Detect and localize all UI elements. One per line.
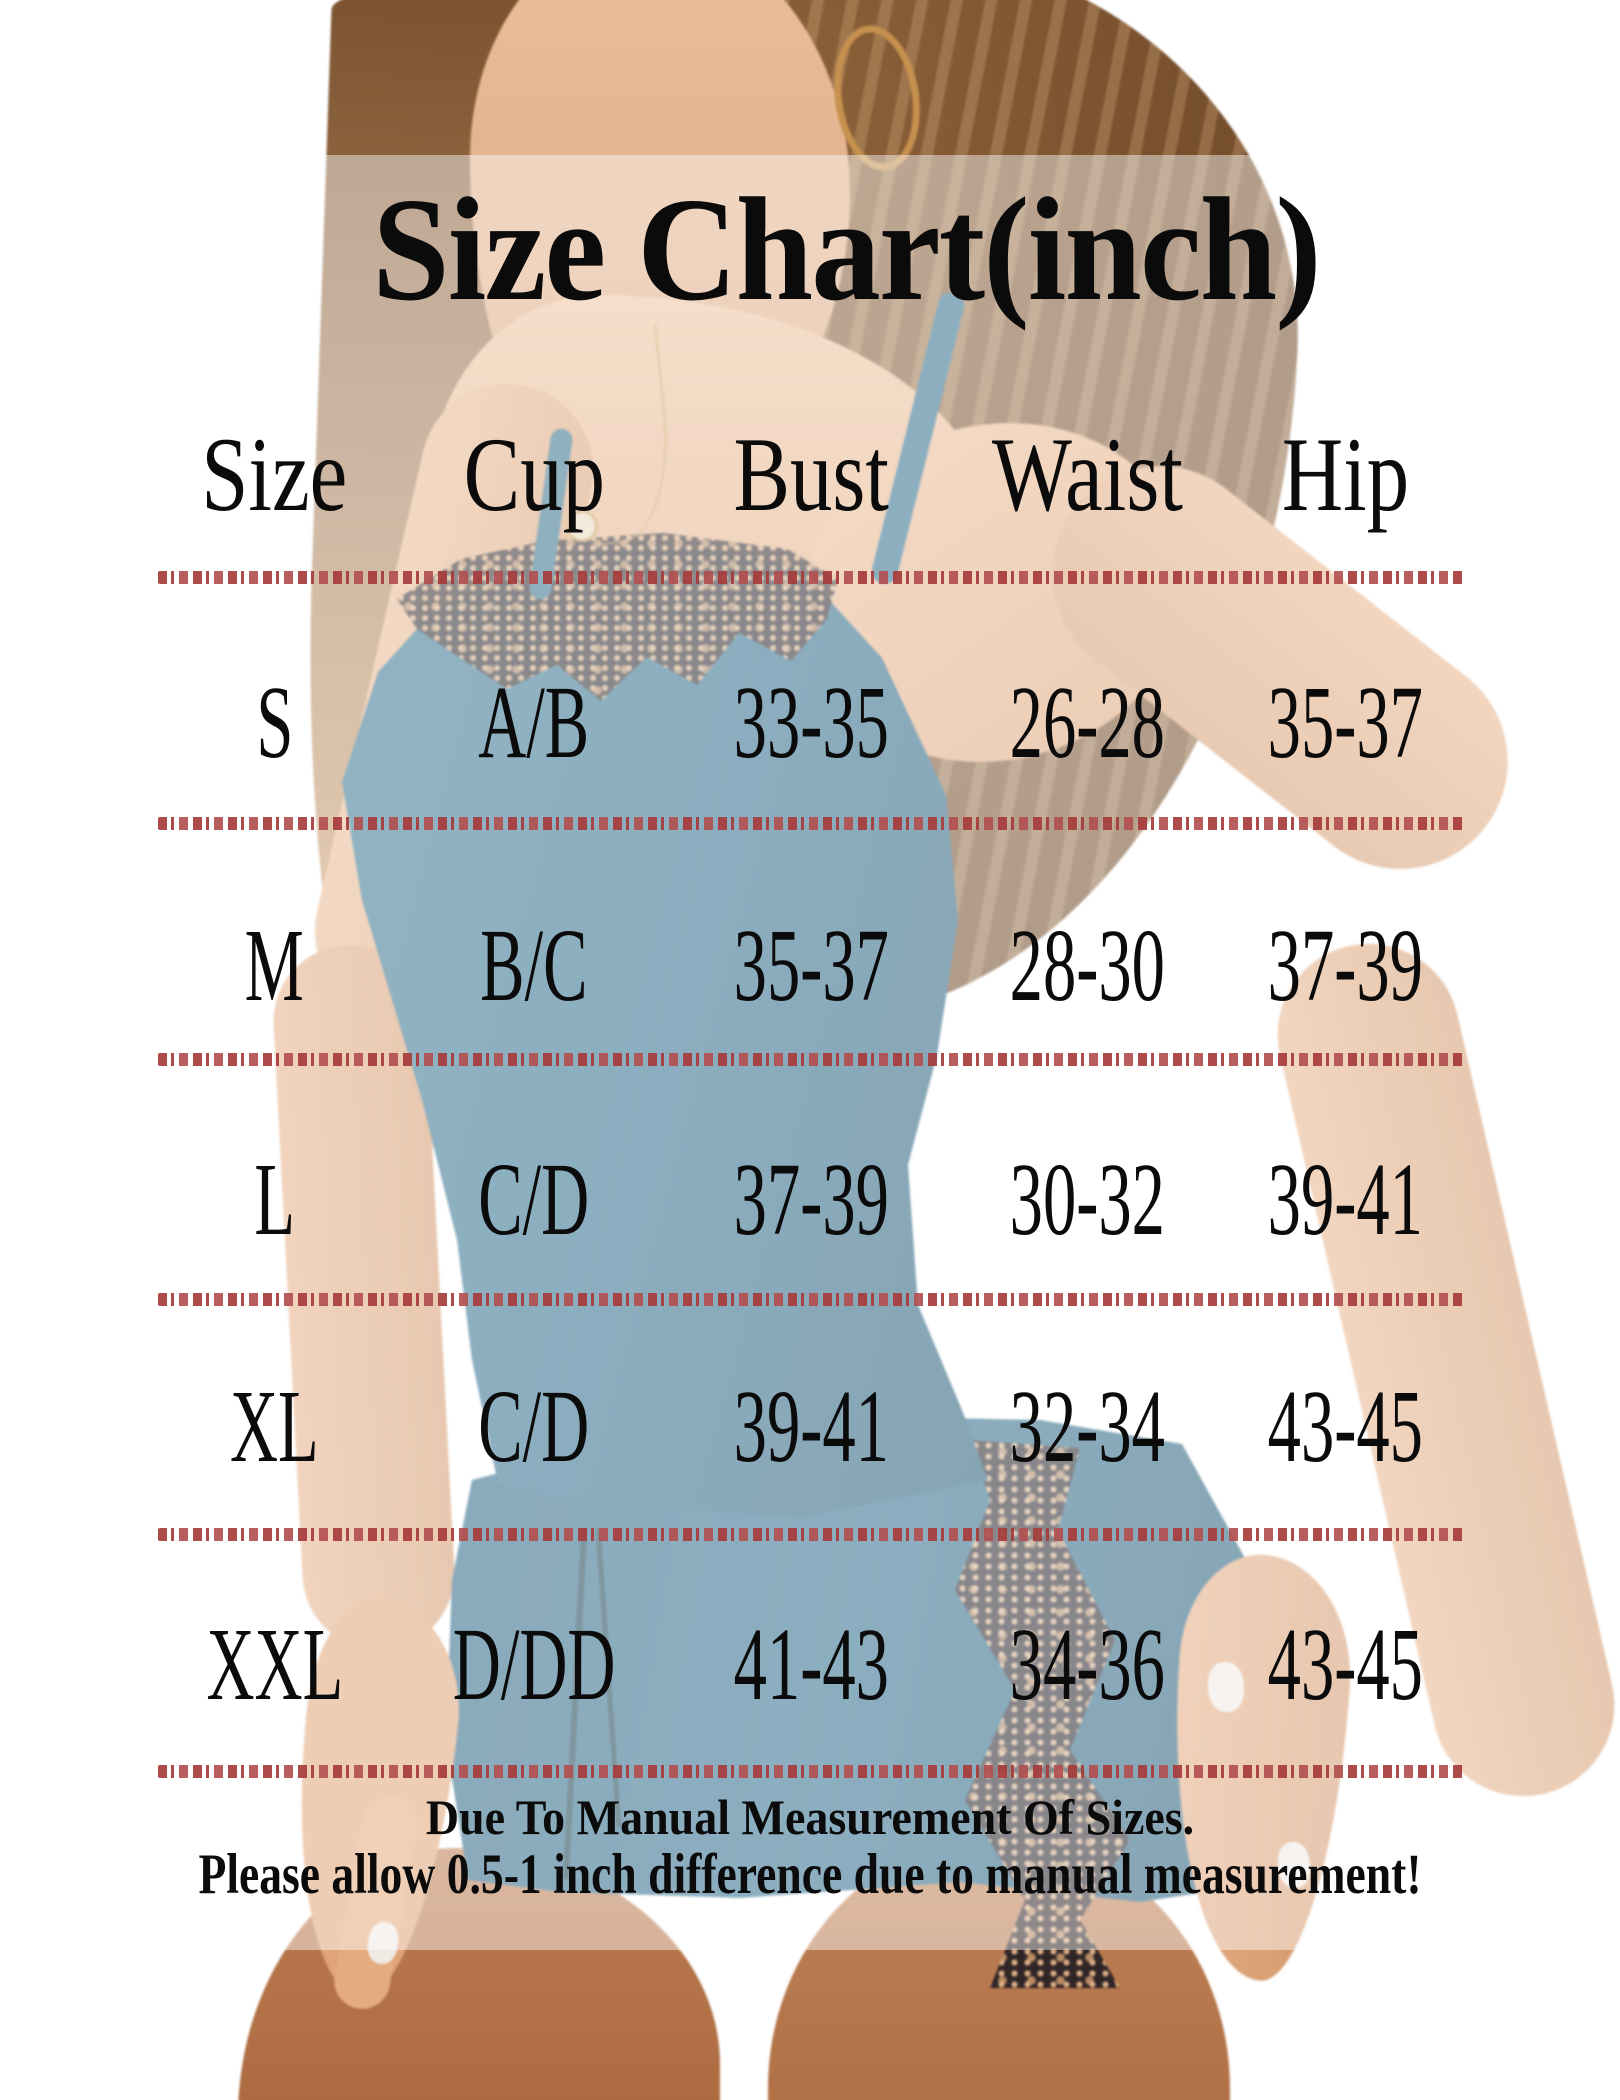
cell-xl-waist: 32-34 bbox=[1009, 1369, 1166, 1484]
column-header-bust: Bust bbox=[733, 416, 890, 533]
cell-s-bust: 33-35 bbox=[733, 665, 890, 780]
cell-l-size: L bbox=[254, 1142, 295, 1257]
size-row-xl: XL C/D 39-41 32-34 43-45 bbox=[150, 1347, 1470, 1507]
cell-xl-size: XL bbox=[230, 1369, 319, 1484]
cell-m-bust: 35-37 bbox=[733, 908, 890, 1023]
dashed-divider bbox=[158, 571, 1466, 584]
size-row-xxl: XXL D/DD 41-43 34-36 43-45 bbox=[150, 1585, 1470, 1745]
cell-m-size: M bbox=[244, 908, 305, 1023]
size-row-s: S A/B 33-35 26-28 35-37 bbox=[150, 643, 1470, 803]
measurement-note-line2: Please allow 0.5-1 inch difference due t… bbox=[198, 1843, 1422, 1906]
column-header-hip: Hip bbox=[1281, 416, 1410, 533]
dashed-divider bbox=[158, 1053, 1466, 1066]
cell-s-waist: 26-28 bbox=[1009, 665, 1166, 780]
cell-l-cup: C/D bbox=[478, 1142, 590, 1257]
column-header-waist: Waist bbox=[991, 416, 1183, 533]
cell-m-cup: B/C bbox=[480, 908, 588, 1023]
cell-xl-hip: 43-45 bbox=[1267, 1369, 1424, 1484]
measurement-note-line1: Due To Manual Measurement Of Sizes. bbox=[425, 1789, 1195, 1845]
size-chart-title: Size Chart(inch) bbox=[372, 168, 1321, 332]
necklace-pendant bbox=[566, 510, 598, 542]
dashed-divider bbox=[158, 1765, 1466, 1778]
cell-xxl-waist: 34-36 bbox=[1009, 1607, 1166, 1722]
dashed-divider bbox=[158, 1528, 1466, 1541]
cell-m-waist: 28-30 bbox=[1009, 908, 1166, 1023]
cell-xl-cup: C/D bbox=[478, 1369, 590, 1484]
photo-fade-overlay bbox=[0, 155, 1620, 1950]
size-row-l: L C/D 37-39 30-32 39-41 bbox=[150, 1120, 1470, 1280]
column-header-size: Size bbox=[201, 416, 348, 533]
size-row-m: M B/C 35-37 28-30 37-39 bbox=[150, 886, 1470, 1046]
cell-xxl-bust: 41-43 bbox=[733, 1607, 890, 1722]
table-header-row: Size Cup Bust Waist Hip bbox=[150, 395, 1470, 555]
cell-l-waist: 30-32 bbox=[1009, 1142, 1166, 1257]
dashed-divider bbox=[158, 1293, 1466, 1306]
column-header-cup: Cup bbox=[463, 416, 605, 533]
cell-xxl-cup: D/DD bbox=[452, 1607, 616, 1722]
cell-s-size: S bbox=[255, 665, 294, 780]
dashed-divider bbox=[158, 817, 1466, 830]
cell-s-cup: A/B bbox=[478, 665, 590, 780]
cell-m-hip: 37-39 bbox=[1267, 908, 1424, 1023]
cell-l-hip: 39-41 bbox=[1267, 1142, 1424, 1257]
cell-s-hip: 35-37 bbox=[1267, 665, 1424, 780]
cell-xxl-size: XXL bbox=[206, 1607, 343, 1722]
cell-xl-bust: 39-41 bbox=[733, 1369, 890, 1484]
cell-l-bust: 37-39 bbox=[733, 1142, 890, 1257]
cell-xxl-hip: 43-45 bbox=[1267, 1607, 1424, 1722]
